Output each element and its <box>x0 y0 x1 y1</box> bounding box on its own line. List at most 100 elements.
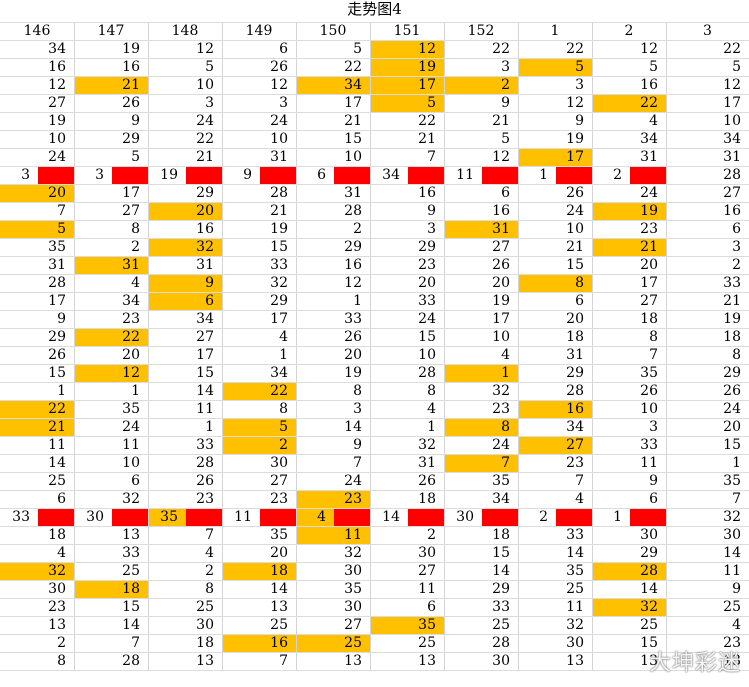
grid-cell: 20 <box>723 419 741 435</box>
grid-cell: 14 <box>48 455 66 471</box>
grid-cell: 35 <box>344 581 362 597</box>
red-band-block <box>482 508 518 526</box>
grid-cell: 11 <box>723 563 741 579</box>
red-band-block <box>482 166 518 184</box>
grid-cell: 33 <box>566 527 584 543</box>
grid-cell: 30 <box>640 527 658 543</box>
grid-cell: 31 <box>723 149 741 165</box>
grid-cell: 21 <box>492 113 510 129</box>
grid-cell: 20 <box>122 347 140 363</box>
red-band-block <box>408 166 444 184</box>
grid-cell: 4 <box>575 491 584 507</box>
grid-cell: 5 <box>131 149 140 165</box>
grid-cell: 10 <box>418 347 436 363</box>
grid-cell: 14 <box>122 617 140 633</box>
grid-cell: 6 <box>501 185 510 201</box>
grid-cell: 4 <box>427 401 436 417</box>
grid-cell: 6 <box>279 41 288 57</box>
grid-cell: 28 <box>592 562 666 580</box>
grid-cell: 34 <box>296 76 370 94</box>
grid-cell: 34 <box>122 293 140 309</box>
grid-cell: 19 <box>592 202 666 220</box>
grid-cell: 35 <box>640 365 658 381</box>
grid-cell: 7 <box>57 203 66 219</box>
grid-cell: 3 <box>353 401 362 417</box>
grid-cell: 22 <box>418 113 436 129</box>
grid-cell: 6 <box>148 292 222 310</box>
grid-cell: 26 <box>640 383 658 399</box>
grid-cell: 31 <box>640 149 658 165</box>
grid-cell: 30 <box>566 635 584 651</box>
grid-cell: 15 <box>344 131 362 147</box>
grid-cell: 29 <box>566 365 584 381</box>
grid-cell: 28 <box>418 365 436 381</box>
grid-cell: 17 <box>270 311 288 327</box>
grid-cell: 29 <box>270 293 288 309</box>
grid-cell: 12 <box>344 275 362 291</box>
grid-cell: 12 <box>640 41 658 57</box>
column-header: 2 <box>624 23 634 39</box>
grid-cell: 25 <box>270 617 288 633</box>
grid-cell: 26 <box>418 473 436 489</box>
grid-cell: 29 <box>196 185 214 201</box>
grid-cell: 23 <box>48 599 66 615</box>
grid-cell: 20 <box>270 545 288 561</box>
grid-cell: 35 <box>48 239 66 255</box>
grid-cell: 24 <box>122 419 140 435</box>
grid-cell: 29 <box>122 131 140 147</box>
grid-cell: 15 <box>270 239 288 255</box>
grid-cell: 22 <box>0 400 74 418</box>
grid-cell: 3 <box>95 167 104 183</box>
column-header: 149 <box>245 23 273 39</box>
grid-cell: 11 <box>566 599 584 615</box>
grid-cell: 4 <box>205 545 214 561</box>
grid-cell: 32 <box>492 383 510 399</box>
grid-cell: 20 <box>640 257 658 273</box>
grid-cell: 35 <box>148 508 186 526</box>
grid-cell: 14 <box>196 383 214 399</box>
grid-cell: 5 <box>370 94 444 112</box>
grid-cell: 32 <box>566 617 584 633</box>
grid-cell: 23 <box>122 311 140 327</box>
grid-cell: 17 <box>723 95 741 111</box>
grid-cell: 7 <box>732 491 741 507</box>
grid-cell: 21 <box>723 293 741 309</box>
grid-cell: 7 <box>353 455 362 471</box>
grid-cell: 9 <box>427 203 436 219</box>
grid-cell: 12 <box>270 77 288 93</box>
grid-cell: 3 <box>427 221 436 237</box>
grid-cell: 7 <box>279 653 288 669</box>
grid-cell: 33 <box>122 545 140 561</box>
grid-cell: 18 <box>48 527 66 543</box>
grid-cell: 16 <box>196 221 214 237</box>
grid-cell: 18 <box>640 311 658 327</box>
red-band-block <box>38 508 74 526</box>
grid-cell: 15 <box>640 635 658 651</box>
column-header: 147 <box>97 23 125 39</box>
grid-cell: 15 <box>566 257 584 273</box>
grid-cell: 9 <box>57 311 66 327</box>
grid-cell: 11 <box>456 167 474 183</box>
grid-cell: 27 <box>492 239 510 255</box>
grid-cell: 17 <box>122 185 140 201</box>
grid-cell: 9 <box>353 437 362 453</box>
grid-cell: 5 <box>205 59 214 75</box>
red-band-block <box>260 508 296 526</box>
grid-cell: 15 <box>492 545 510 561</box>
grid-cell: 15 <box>418 329 436 345</box>
grid-cell: 8 <box>57 653 66 669</box>
grid-cell: 31 <box>196 257 214 273</box>
grid-cell: 5 <box>649 59 658 75</box>
grid-cell: 26 <box>566 185 584 201</box>
grid-cell: 31 <box>566 347 584 363</box>
grid-cell: 11 <box>48 437 66 453</box>
grid-cell: 24 <box>723 401 741 417</box>
grid-cell: 27 <box>344 617 362 633</box>
grid-cell: 2 <box>444 76 518 94</box>
grid-cell: 24 <box>344 473 362 489</box>
grid-cell: 12 <box>48 77 66 93</box>
grid-cell: 20 <box>0 184 74 202</box>
grid-cell: 24 <box>48 149 66 165</box>
grid-cell: 3 <box>279 95 288 111</box>
grid-cell: 31 <box>48 257 66 273</box>
